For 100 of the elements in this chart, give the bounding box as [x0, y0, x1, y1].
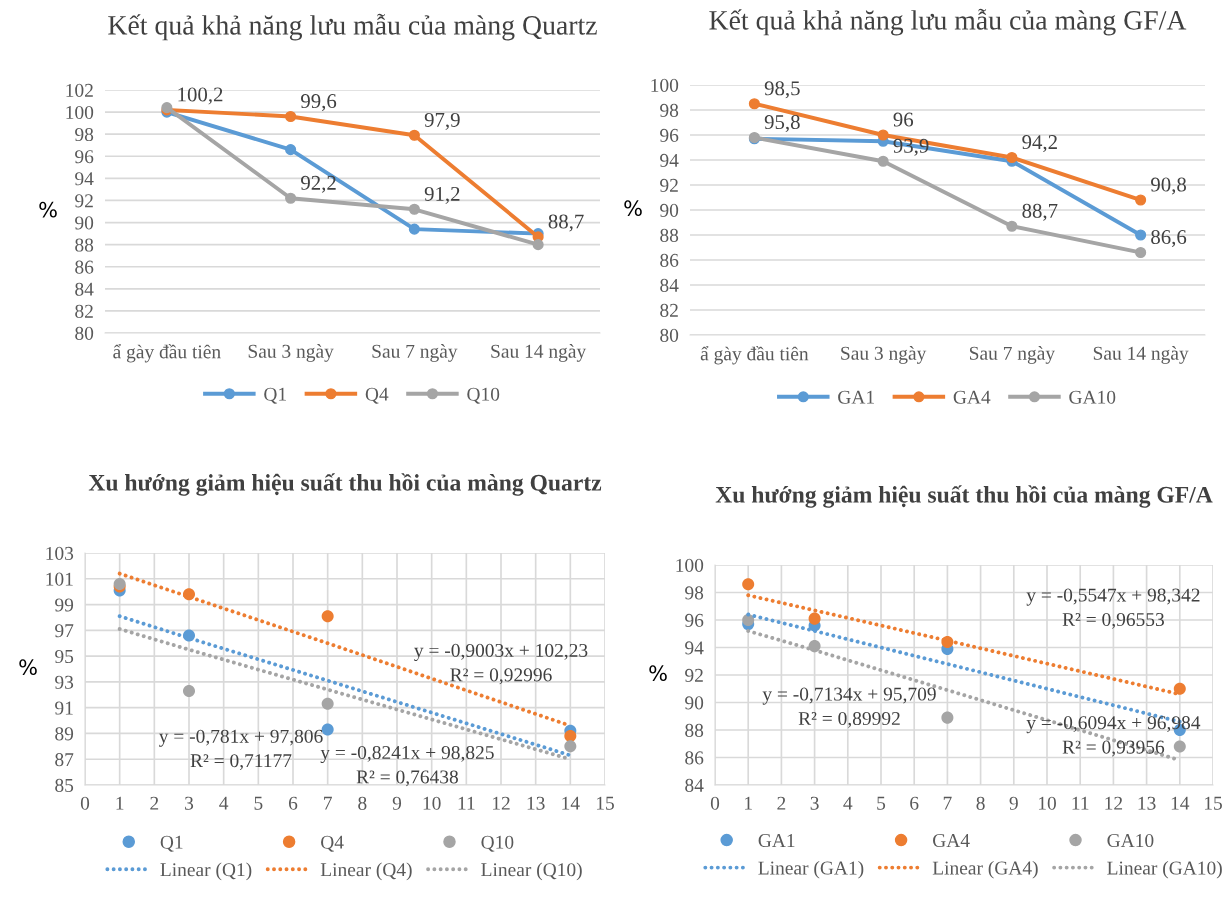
y-tick-label: 90	[660, 203, 679, 217]
y-tick-label: 88	[660, 228, 679, 242]
x-tick-label: 15	[1204, 796, 1222, 810]
legend-label: Linear (GA4)	[932, 860, 1038, 879]
x-tick-label: 9	[392, 796, 402, 810]
data-label: 92,2	[301, 175, 336, 193]
y-tick-label: 97	[55, 624, 74, 638]
chart-title: Kết quả khả năng lưu mẫu của màng GF/A	[709, 8, 1187, 36]
x-tick-label: 6	[288, 796, 298, 810]
legend-label: Linear (Q10)	[481, 862, 582, 881]
legend-label: GA10	[1107, 833, 1154, 848]
y-tick-label: 93	[55, 675, 74, 689]
point	[748, 98, 760, 110]
point	[564, 740, 577, 753]
x-tick-label: 10	[423, 796, 441, 810]
legend-label: Q10	[467, 387, 500, 404]
point	[742, 613, 755, 627]
point	[1135, 229, 1147, 241]
y-tick-label: 100	[66, 105, 94, 120]
legend-label: GA4	[933, 834, 970, 848]
x-tick-label: Sau 7 ngày	[969, 346, 1055, 364]
x-tick-label: 8	[358, 796, 367, 810]
chart-title: Xu hướng giảm hiệu suất thu hồi của màng GF/A	[715, 485, 1213, 508]
x-tick-label: 1	[745, 796, 752, 810]
x-tick-label: 10	[1038, 796, 1056, 810]
point	[321, 610, 334, 623]
x-tick-label: 2	[150, 796, 159, 810]
y-tick-label: 84	[685, 778, 704, 792]
legend-label: Q4	[365, 387, 389, 404]
x-tick-label: 11	[1072, 796, 1089, 810]
y-tick-label: 95	[55, 649, 74, 664]
point	[182, 684, 196, 697]
point	[285, 192, 297, 204]
y-tick-label: 84	[660, 278, 679, 292]
point	[285, 144, 297, 156]
legend-label: Linear (Q4)	[320, 862, 412, 881]
y-tick-label: 100	[676, 558, 704, 572]
y-tick-label: 98	[685, 586, 704, 600]
y-tick-label: 94	[660, 153, 679, 167]
point	[941, 711, 954, 724]
y-tick-label: 84	[75, 282, 94, 296]
point	[1135, 194, 1147, 206]
y-tick-label: 88	[75, 238, 94, 252]
annotation: y = -0,9003x + 102,23 R² = 0,92996	[414, 643, 588, 685]
y-tick-label: 96	[75, 150, 94, 164]
data-label: 88,7	[548, 214, 584, 232]
y-tick-label: 80	[75, 326, 94, 340]
y-axis-title: %	[39, 201, 57, 218]
data-label: 99,6	[301, 94, 337, 112]
x-tick-label: 3	[810, 796, 819, 810]
y-tick-label: 86	[660, 253, 679, 267]
x-tick-label: 7	[943, 796, 952, 810]
x-tick-label: 0	[710, 796, 720, 810]
x-tick-label: 12	[492, 796, 510, 810]
annotation: y = -0,5547x + 98,342 R² = 0,96553	[1026, 588, 1200, 629]
legend-label: Linear (GA10)	[1107, 860, 1222, 879]
y-tick-label: 87	[55, 753, 74, 767]
x-tick-label: Sau 14 ngày	[491, 344, 587, 362]
y-tick-label: 82	[660, 303, 678, 317]
data-label: 90,8	[1151, 177, 1187, 195]
data-label: 91,2	[424, 186, 460, 204]
point	[877, 155, 889, 167]
x-tick-label: 13	[1138, 796, 1156, 810]
x-tick-label: 5	[877, 796, 886, 810]
point	[1135, 246, 1147, 259]
y-axis-title: %	[649, 665, 667, 682]
annotation: y = -0,7134x + 95,709 R² = 0,89992	[762, 687, 936, 728]
y-tick-label: 91	[55, 701, 73, 715]
x-tick-label: 9	[1009, 796, 1018, 810]
point	[1006, 220, 1018, 232]
y-tick-label: 89	[55, 727, 74, 741]
x-tick-label: Sau 14 ngày	[1093, 346, 1189, 364]
x-tick-label: 2	[777, 796, 786, 810]
x-tick-label: 4	[219, 796, 229, 810]
y-tick-label: 101	[46, 572, 73, 586]
x-tick-label: 14	[1171, 796, 1190, 810]
x-tick-label: Sau 7 ngày	[372, 344, 458, 362]
y-tick-label: 90	[685, 696, 704, 710]
point	[808, 612, 821, 625]
data-label: 88,7	[1022, 203, 1058, 221]
x-tick-label: 7	[324, 796, 332, 810]
chart-title: Kết quả khả năng lưu mẫu của màng Quartz	[108, 13, 597, 41]
data-label: 95,8	[764, 115, 800, 133]
data-label: 96	[893, 112, 914, 127]
legend-label: GA1	[838, 390, 874, 404]
y-axis-title: %	[624, 200, 642, 217]
y-tick-label: 98	[75, 128, 94, 142]
x-tick-label: 6	[910, 796, 919, 810]
y-tick-label: 98	[660, 103, 679, 117]
point	[285, 110, 297, 123]
y-tick-label: 103	[46, 546, 74, 560]
y-tick-label: 99	[55, 598, 74, 612]
legend-label: Linear (Q1)	[160, 862, 252, 881]
x-tick-label: 13	[527, 796, 545, 810]
point	[408, 223, 420, 235]
x-tick-label: 3	[185, 796, 194, 810]
y-tick-label: 86	[685, 751, 704, 765]
point	[1173, 682, 1186, 695]
x-tick-label: 4	[843, 796, 853, 810]
point	[408, 129, 420, 141]
